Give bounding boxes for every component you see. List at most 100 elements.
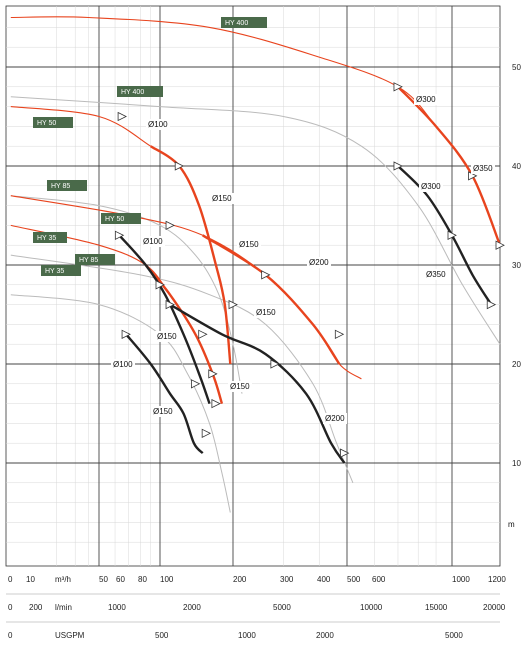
impeller-label-bg	[111, 359, 135, 370]
operating-point-marker	[393, 82, 403, 92]
x-tick-label: 500	[347, 575, 361, 584]
model-tag-label: HY 35	[45, 268, 64, 275]
impeller-label-bg	[414, 94, 438, 105]
operating-point-marker	[165, 299, 175, 310]
model-tag-label: HY 50	[37, 120, 56, 127]
impeller-labels: Ø100 Ø150 Ø300 Ø350 Ø300 Ø350 Ø150 Ø100 Ø200 Ø150…	[111, 94, 495, 424]
operating-range-curve	[125, 333, 204, 454]
x-tick-label: 0	[8, 603, 13, 612]
impeller-label: Ø150	[157, 332, 177, 341]
operating-point-marker	[334, 329, 345, 339]
x-tick-label: 1200	[488, 575, 506, 584]
operating-range-curve	[202, 234, 341, 365]
operating-point-marker	[270, 359, 280, 369]
x-tick-label: USGPM	[55, 631, 85, 640]
x-tick-label: 50	[99, 575, 108, 584]
x-tick-label: 200	[233, 575, 247, 584]
impeller-label: Ø100	[113, 360, 133, 369]
operating-point-marker	[121, 329, 131, 339]
series-curve	[10, 96, 501, 345]
operating-point-marker	[198, 329, 208, 339]
operating-point-marker	[165, 220, 175, 231]
impeller-label: Ø200	[309, 258, 329, 267]
model-tag-label: HY 400	[225, 20, 248, 27]
operating-point-marker	[155, 280, 165, 290]
model-tag-label: HY 85	[51, 183, 70, 190]
series-curve	[10, 195, 243, 394]
operating-range-curve	[169, 303, 346, 464]
x-tick-label: 1000	[452, 575, 470, 584]
model-tag-badge	[101, 213, 141, 224]
impeller-label: Ø300	[421, 182, 441, 191]
operating-point-marker	[191, 379, 201, 389]
impeller-label: Ø150	[212, 194, 232, 203]
x-axis-rows: 0 10 m³/h 50 60 80 100 200 300 400 500 600 1000 1200 0…	[6, 575, 506, 640]
model-tag-badge	[75, 254, 115, 265]
operating-point-marker	[486, 299, 497, 310]
x-tick-label: 15000	[425, 603, 448, 612]
impeller-label-bg	[323, 413, 347, 424]
x-tick-label: 20000	[483, 603, 506, 612]
model-tag-label: HY 400	[121, 89, 144, 96]
model-tags: HY 400 HY 400 HY 50 HY 85 HY 50 HY 35 HY 85 HY …	[33, 17, 267, 276]
impeller-label-bg	[155, 331, 179, 342]
impeller-label-bg	[254, 307, 278, 318]
plot-area	[5, 5, 501, 567]
impeller-label: Ø350	[426, 270, 446, 279]
y-tick-label: 50	[512, 63, 521, 72]
impeller-label-bg	[307, 257, 331, 268]
impeller-label-bg	[210, 193, 234, 204]
x-tick-label: 10000	[360, 603, 383, 612]
x-tick-label: 2000	[183, 603, 201, 612]
model-tag-badge	[47, 180, 87, 191]
operating-point-marker	[174, 161, 185, 171]
x-tick-label: 400	[317, 575, 331, 584]
impeller-label: Ø150	[230, 382, 250, 391]
operating-point-marker	[447, 230, 457, 240]
impeller-label: Ø200	[325, 414, 345, 423]
x-tick-label: 1000	[108, 603, 126, 612]
operating-point-marker	[208, 369, 218, 379]
impeller-label: Ø100	[143, 237, 163, 246]
operating-point-marker	[340, 448, 350, 458]
operating-point-marker	[117, 111, 127, 122]
impeller-label-bg	[151, 406, 175, 417]
series-curve	[10, 254, 354, 483]
operating-point-marker	[201, 428, 212, 438]
impeller-label: Ø150	[239, 240, 259, 249]
impeller-label-bg	[424, 269, 448, 280]
x-tick-label: 80	[138, 575, 147, 584]
impeller-label: Ø150	[256, 308, 276, 317]
x-tick-label: 100	[160, 575, 174, 584]
impeller-label-bg	[237, 239, 261, 250]
impeller-label: Ø100	[148, 120, 168, 129]
operating-point-marker	[495, 240, 505, 250]
operating-point-marker	[211, 398, 221, 409]
y-tick-label: 10	[512, 459, 521, 468]
operating-range-curve	[118, 234, 211, 404]
x-tick-label: 0	[8, 575, 13, 584]
x-tick-label: 0	[8, 631, 13, 640]
model-tag-badge	[221, 17, 267, 28]
model-tag-badge	[41, 265, 81, 276]
y-axis-unit: m	[508, 520, 515, 529]
x-tick-label: 10	[26, 575, 35, 584]
model-tag-badge	[33, 232, 67, 243]
model-tag-badge	[33, 117, 73, 128]
x-tick-label: 1000	[238, 631, 256, 640]
impeller-label-bg	[471, 163, 495, 174]
impeller-label-bg	[146, 119, 170, 130]
y-tick-label: 20	[512, 360, 521, 369]
operating-point-marker	[114, 230, 125, 240]
x-tick-label: 60	[116, 575, 125, 584]
impeller-label: Ø300	[416, 95, 436, 104]
series-curve	[10, 294, 231, 513]
x-tick-label: 5000	[273, 603, 291, 612]
model-tag-label: HY 35	[37, 235, 56, 242]
y-axis-ticks: 10 20 30 40 50	[512, 63, 521, 468]
operating-point-marker	[228, 299, 238, 310]
x-tick-label: m³/h	[55, 575, 71, 584]
x-tick-label: 200	[29, 603, 43, 612]
x-tick-label: 600	[372, 575, 386, 584]
